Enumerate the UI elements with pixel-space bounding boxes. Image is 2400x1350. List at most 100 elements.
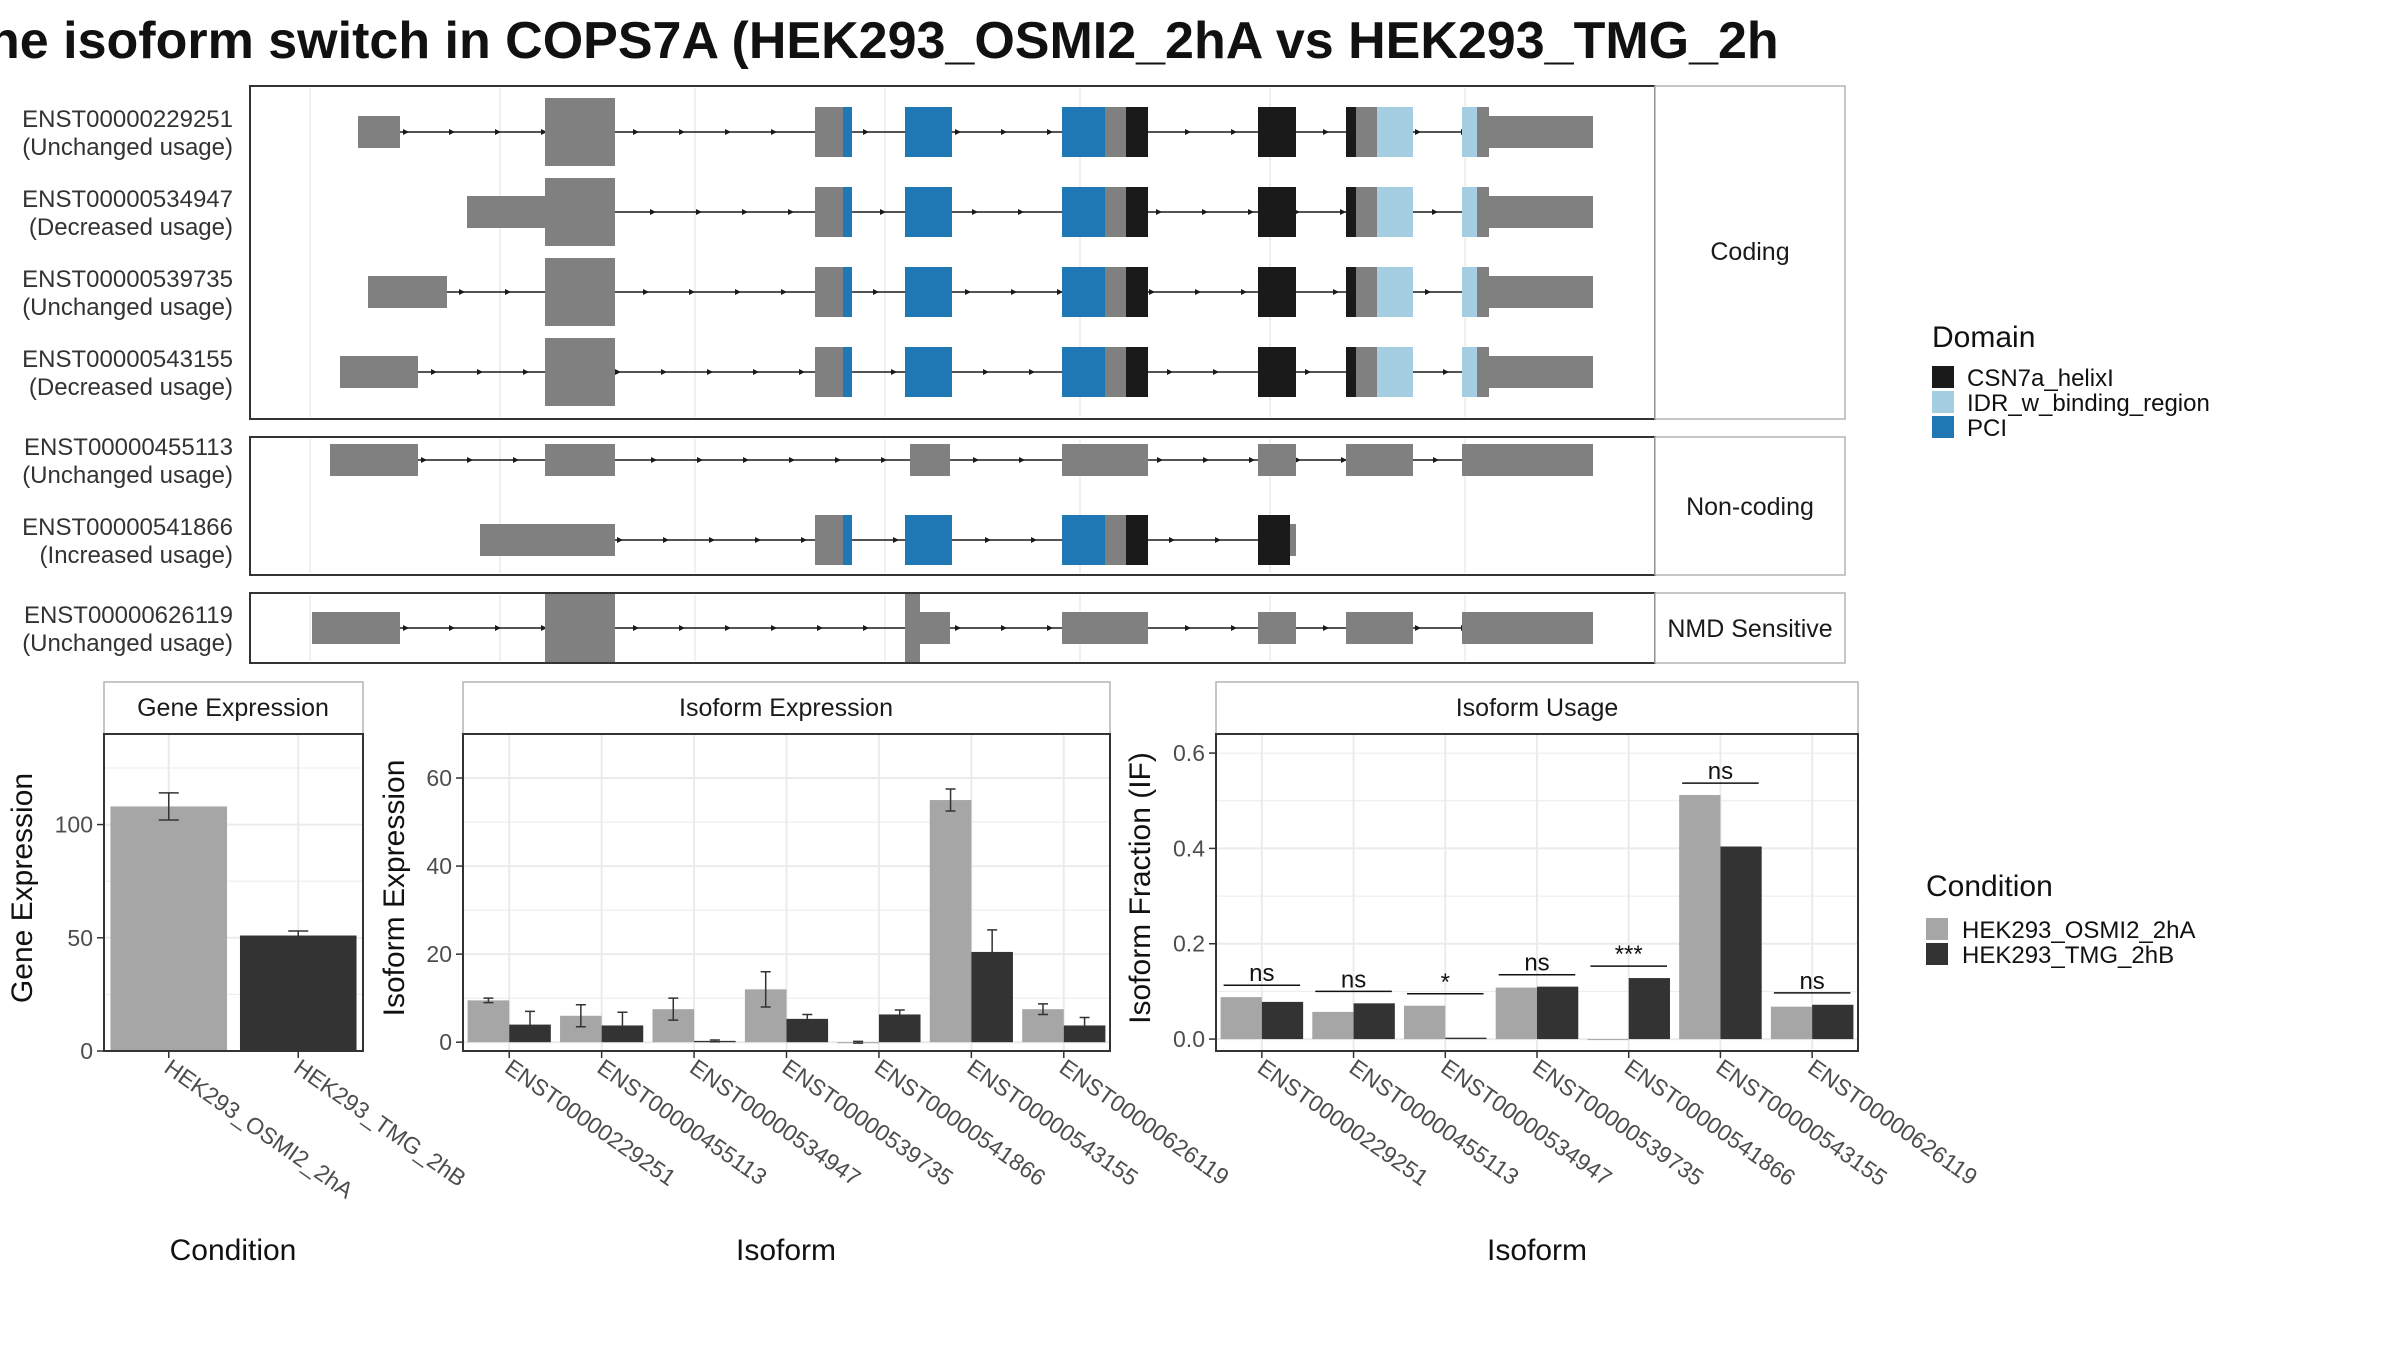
strand-arrow	[523, 369, 529, 375]
group-label-nmd: NMD Sensitive	[1667, 615, 1832, 643]
strand-arrow	[972, 209, 978, 215]
bar	[467, 1000, 510, 1043]
strand-arrow	[1323, 625, 1329, 631]
domain-block	[1377, 267, 1413, 317]
exon-block	[815, 187, 843, 237]
domain-block	[1258, 515, 1290, 565]
y-tick-label: 20	[426, 941, 452, 967]
y-tick-label: 0.0	[1173, 1026, 1205, 1052]
error-bar	[945, 788, 956, 812]
isoform-usage-label: (Unchanged usage)	[22, 134, 233, 161]
error-bar	[617, 1011, 628, 1040]
x-tick-label: ENST00000455113	[593, 1054, 772, 1190]
isoform-expression-panel: Isoform Expression Isoform Isoform Expre…	[378, 681, 1234, 1267]
strand-arrow	[1202, 209, 1208, 215]
condition-swatch-2	[1926, 943, 1948, 965]
exon-block	[1062, 612, 1148, 644]
isoform-usage-label: (Decreased usage)	[29, 374, 233, 401]
exon-block	[467, 196, 545, 228]
significance-label: ns	[1524, 950, 1549, 977]
strand-arrow	[955, 625, 961, 631]
domain-legend-item: IDR_w_binding_region	[1967, 390, 2210, 417]
domain-block	[1126, 187, 1148, 237]
exon-block	[1105, 187, 1126, 237]
exon-block	[312, 612, 400, 644]
bar	[1404, 1005, 1446, 1040]
domain-block	[843, 267, 852, 317]
exon-block	[815, 267, 843, 317]
significance-label: ns	[1249, 960, 1274, 987]
isoform-usage-label: (Unchanged usage)	[22, 630, 233, 657]
strand-arrow	[449, 625, 455, 631]
bar	[1495, 987, 1537, 1040]
strand-arrow	[725, 625, 731, 631]
strand-arrow	[893, 537, 899, 543]
strand-arrow	[505, 289, 511, 295]
plot-frame	[103, 733, 364, 1052]
exon-block	[1462, 612, 1593, 644]
domain-block	[1126, 347, 1148, 397]
strand-arrow	[541, 129, 547, 135]
domain-block	[1462, 347, 1477, 397]
strand-arrow	[880, 209, 886, 215]
domain-block	[1462, 107, 1477, 157]
domain-block	[1346, 107, 1356, 157]
bar	[1720, 846, 1762, 1040]
strand-arrow	[1031, 537, 1037, 543]
exon-block	[1356, 187, 1377, 237]
x-tick-label: ENST00000539735	[1528, 1054, 1708, 1191]
strand-arrow	[789, 457, 795, 463]
exon-block	[905, 594, 920, 662]
bar	[239, 935, 357, 1051]
transcript-model	[312, 594, 1593, 662]
strand-arrow	[835, 457, 841, 463]
transcript-model	[330, 444, 1593, 476]
condition-legend: Condition HEK293_OSMI2_2hA HEK293_TMG_2h…	[1926, 870, 2195, 969]
exon-block	[815, 347, 843, 397]
strand-arrow	[495, 129, 501, 135]
x-tick-label: ENST00000543155	[962, 1054, 1142, 1191]
isoform-usage-label: (Unchanged usage)	[22, 294, 233, 321]
strand-arrow	[689, 289, 695, 295]
strand-arrow	[403, 129, 409, 135]
transcript-model	[480, 515, 1296, 565]
bar	[110, 806, 228, 1051]
transcript-model	[467, 178, 1593, 246]
exon-block	[1105, 347, 1126, 397]
strand-arrow	[403, 625, 409, 631]
domain-block	[1062, 107, 1105, 157]
transcript-model	[368, 258, 1593, 326]
strand-arrow	[1249, 457, 1255, 463]
exon-block	[545, 258, 615, 326]
strand-arrow	[679, 625, 685, 631]
error-bar	[802, 1013, 813, 1025]
x-tick-label: ENST00000541866	[870, 1054, 1050, 1191]
strand-arrow	[781, 289, 787, 295]
domain-block	[843, 187, 852, 237]
strand-arrow	[467, 457, 473, 463]
isoform-id-label: ENST00000541866	[22, 514, 233, 541]
domain-swatch-idr	[1932, 391, 1954, 413]
strand-arrow	[477, 369, 483, 375]
strand-arrow	[1047, 625, 1053, 631]
transcript-model	[358, 98, 1593, 166]
x-tick-label: ENST00000543155	[1712, 1054, 1892, 1191]
isoform-id-label: ENST00000539735	[22, 266, 233, 293]
exon-block	[1477, 267, 1489, 317]
exon-block	[1105, 107, 1126, 157]
y-axis-title: Gene Expression	[6, 773, 39, 1003]
isoform-usage-label: (Unchanged usage)	[22, 462, 233, 489]
condition-swatch-1	[1926, 918, 1948, 940]
domain-block	[843, 515, 852, 565]
panel-strip	[1215, 681, 1859, 735]
strand-arrow	[1425, 289, 1431, 295]
figure-title: ne isoform switch in COPS7A (HEK293_OSMI…	[0, 12, 1779, 70]
strand-arrow	[863, 129, 869, 135]
exon-block	[1258, 612, 1296, 644]
transcript-models	[312, 98, 1593, 662]
bar	[1445, 1037, 1487, 1040]
domain-block	[1062, 267, 1105, 317]
exon-block	[368, 276, 447, 308]
noncoding-panel	[249, 436, 1656, 576]
strand-arrow	[1323, 129, 1329, 135]
